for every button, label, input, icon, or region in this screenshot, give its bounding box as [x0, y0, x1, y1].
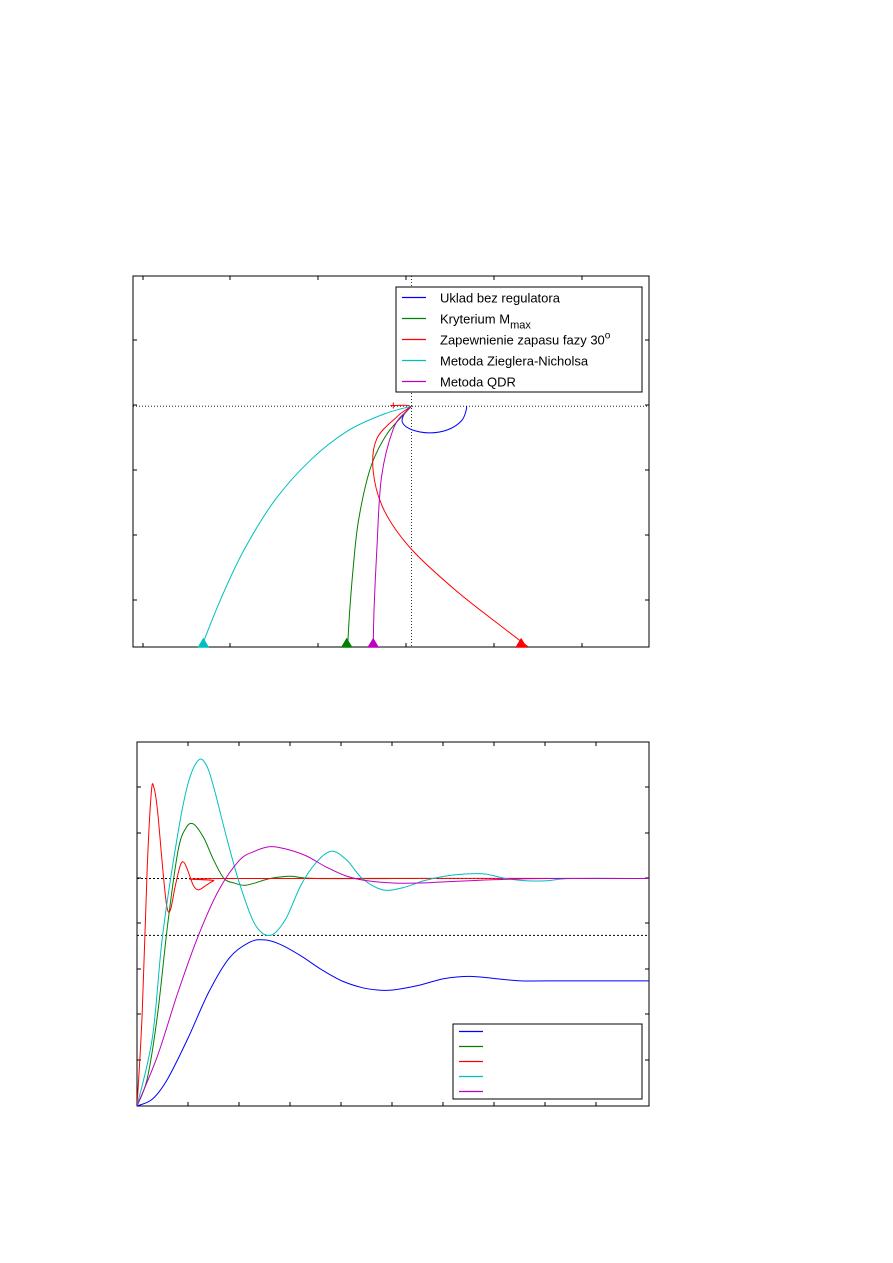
series-line-3: [137, 783, 649, 1106]
legend: Uklad bez regulatora Kryterium MmaxZapewn…: [395, 286, 643, 393]
legend-box: [395, 286, 643, 393]
series-group: [137, 758, 649, 1106]
legend-label-4: Metoda Zieglera-Nicholsa: [440, 354, 589, 369]
series-line-4: [137, 758, 649, 1106]
legend-label-3: Zapewnienie zapasu fazy 30o: [440, 331, 611, 348]
series-group: [201, 404, 529, 647]
series-arrow-2: [340, 637, 353, 648]
plot-2: [136, 741, 650, 1107]
legend-label-1: Uklad bez regulatora: [440, 291, 561, 306]
series-line-2: [137, 822, 419, 1106]
series-line-3: [372, 404, 529, 647]
legend-box: [452, 1023, 643, 1100]
series-arrow-3: [515, 637, 528, 648]
series-line-5: [372, 405, 412, 647]
series-line-5: [137, 846, 649, 1106]
series-line-4: [201, 405, 412, 647]
legend: [452, 1023, 643, 1100]
series-line-1: [137, 939, 649, 1106]
legend-label-2: Kryterium Mmax: [440, 312, 531, 332]
series-arrow-4: [197, 637, 210, 648]
series-line-1: [401, 405, 468, 434]
series-line-2: [347, 405, 412, 647]
legend-label-5: Metoda QDR: [440, 375, 516, 390]
series-arrow-5: [367, 637, 380, 648]
plot-1: Uklad bez regulatora Kryterium MmaxZapewn…: [132, 275, 650, 648]
critical-point-marker: [390, 402, 397, 409]
